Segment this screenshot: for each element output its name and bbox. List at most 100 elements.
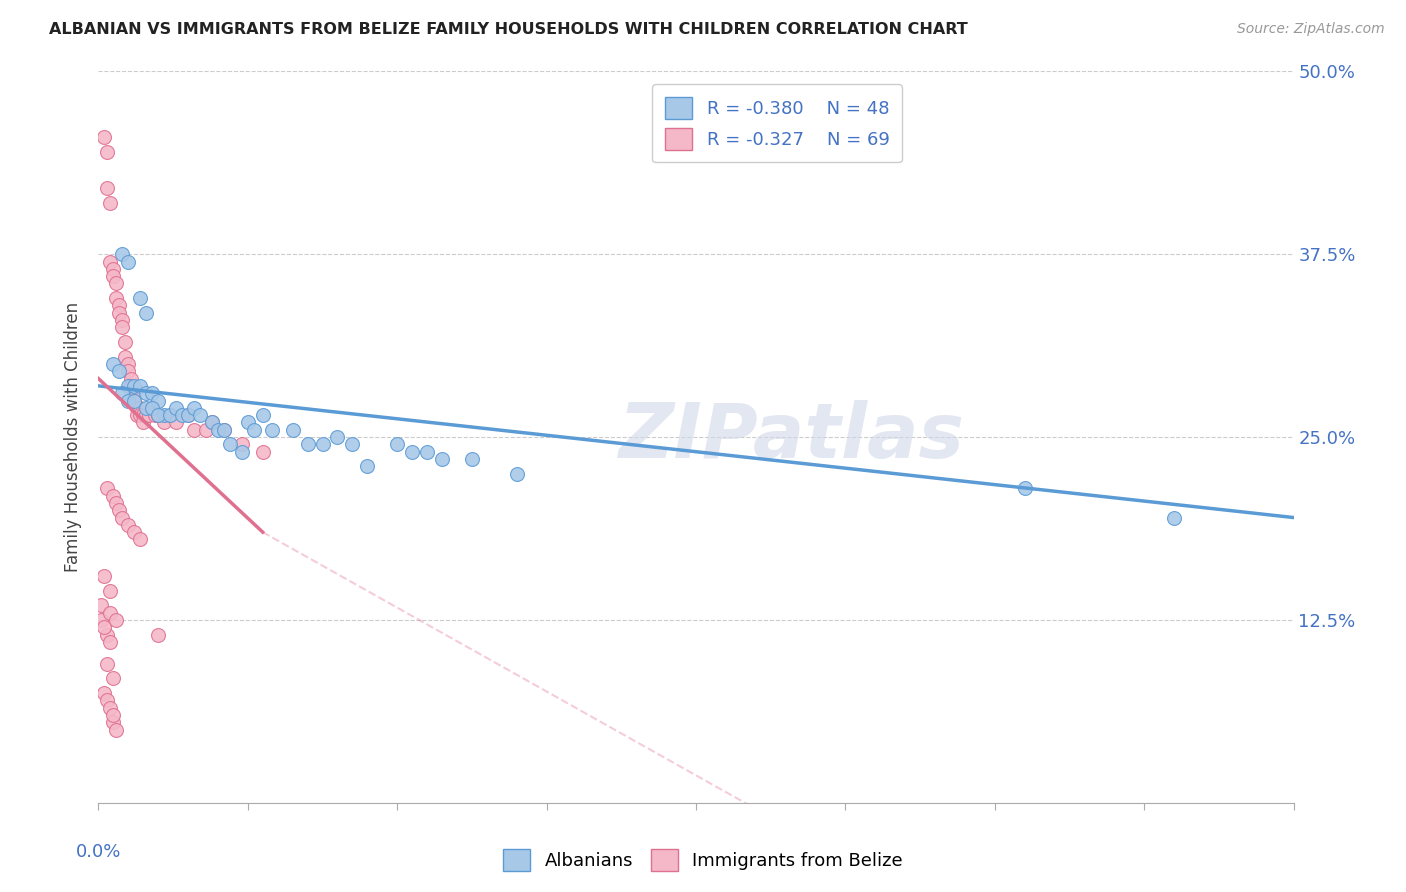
Point: [103, 708, 125, 723]
Point: [231, 444, 253, 458]
Point: [416, 444, 439, 458]
Point: [98, 583, 122, 598]
Point: [117, 364, 139, 378]
Point: [96, 181, 118, 195]
Point: [506, 467, 529, 481]
Point: [153, 408, 176, 422]
Point: [236, 416, 259, 430]
Point: [132, 408, 155, 422]
Point: [281, 423, 304, 437]
Point: [1014, 481, 1036, 495]
Point: [96, 145, 118, 159]
Point: [98, 635, 122, 649]
Point: [93, 569, 115, 583]
Point: [124, 386, 146, 401]
Point: [430, 452, 453, 467]
Point: [148, 408, 170, 422]
Point: [201, 416, 224, 430]
Point: [105, 496, 128, 510]
Point: [138, 408, 160, 422]
Point: [129, 401, 152, 415]
Point: [183, 401, 205, 415]
Point: [103, 261, 125, 276]
Point: [120, 379, 142, 393]
Point: [129, 379, 152, 393]
Point: [98, 254, 122, 268]
Point: [105, 723, 128, 737]
Point: [212, 423, 235, 437]
Point: [311, 437, 333, 451]
Point: [177, 408, 200, 422]
Point: [108, 298, 131, 312]
Point: [111, 386, 134, 401]
Point: [114, 334, 136, 349]
Point: [124, 379, 146, 393]
Point: [461, 452, 484, 467]
Point: [103, 715, 125, 730]
Point: [98, 606, 122, 620]
Point: [124, 393, 146, 408]
Point: [252, 408, 274, 422]
Text: 0.0%: 0.0%: [76, 843, 121, 861]
Point: [103, 489, 125, 503]
Point: [117, 357, 139, 371]
Point: [129, 533, 152, 547]
Point: [1163, 510, 1185, 524]
Point: [96, 657, 118, 671]
Point: [172, 408, 194, 422]
Point: [124, 525, 146, 540]
Point: [159, 408, 181, 422]
Point: [183, 423, 205, 437]
Point: [135, 386, 157, 401]
Point: [98, 700, 122, 714]
Point: [141, 401, 163, 415]
Point: [117, 379, 139, 393]
Y-axis label: Family Households with Children: Family Households with Children: [65, 302, 83, 572]
Point: [96, 627, 118, 641]
Point: [117, 517, 139, 532]
Point: [356, 459, 378, 474]
Point: [90, 613, 112, 627]
Point: [127, 408, 149, 422]
Point: [111, 247, 134, 261]
Point: [165, 401, 187, 415]
Point: [188, 408, 211, 422]
Point: [231, 437, 253, 451]
Text: Source: ZipAtlas.com: Source: ZipAtlas.com: [1237, 22, 1385, 37]
Point: [111, 320, 134, 334]
Point: [207, 423, 229, 437]
Point: [141, 386, 163, 401]
Point: [111, 313, 134, 327]
Point: [148, 627, 170, 641]
Legend: Albanians, Immigrants from Belize: Albanians, Immigrants from Belize: [496, 842, 910, 879]
Point: [219, 437, 242, 451]
Point: [105, 613, 128, 627]
Point: [90, 599, 112, 613]
Point: [108, 306, 131, 320]
Point: [96, 693, 118, 707]
Point: [195, 423, 218, 437]
Point: [143, 408, 166, 422]
Point: [96, 481, 118, 495]
Text: ALBANIAN VS IMMIGRANTS FROM BELIZE FAMILY HOUSEHOLDS WITH CHILDREN CORRELATION C: ALBANIAN VS IMMIGRANTS FROM BELIZE FAMIL…: [49, 22, 967, 37]
Point: [93, 620, 115, 634]
Point: [103, 672, 125, 686]
Point: [124, 393, 146, 408]
Point: [153, 416, 176, 430]
Point: [98, 196, 122, 211]
Point: [108, 364, 131, 378]
Point: [159, 408, 181, 422]
Point: [326, 430, 349, 444]
Point: [127, 401, 149, 415]
Point: [165, 416, 187, 430]
Point: [103, 269, 125, 284]
Point: [117, 254, 139, 268]
Point: [108, 503, 131, 517]
Legend: R = -0.380    N = 48, R = -0.327    N = 69: R = -0.380 N = 48, R = -0.327 N = 69: [652, 84, 903, 162]
Point: [212, 423, 235, 437]
Point: [135, 306, 157, 320]
Point: [260, 423, 283, 437]
Point: [117, 393, 139, 408]
Point: [135, 401, 157, 415]
Point: [342, 437, 364, 451]
